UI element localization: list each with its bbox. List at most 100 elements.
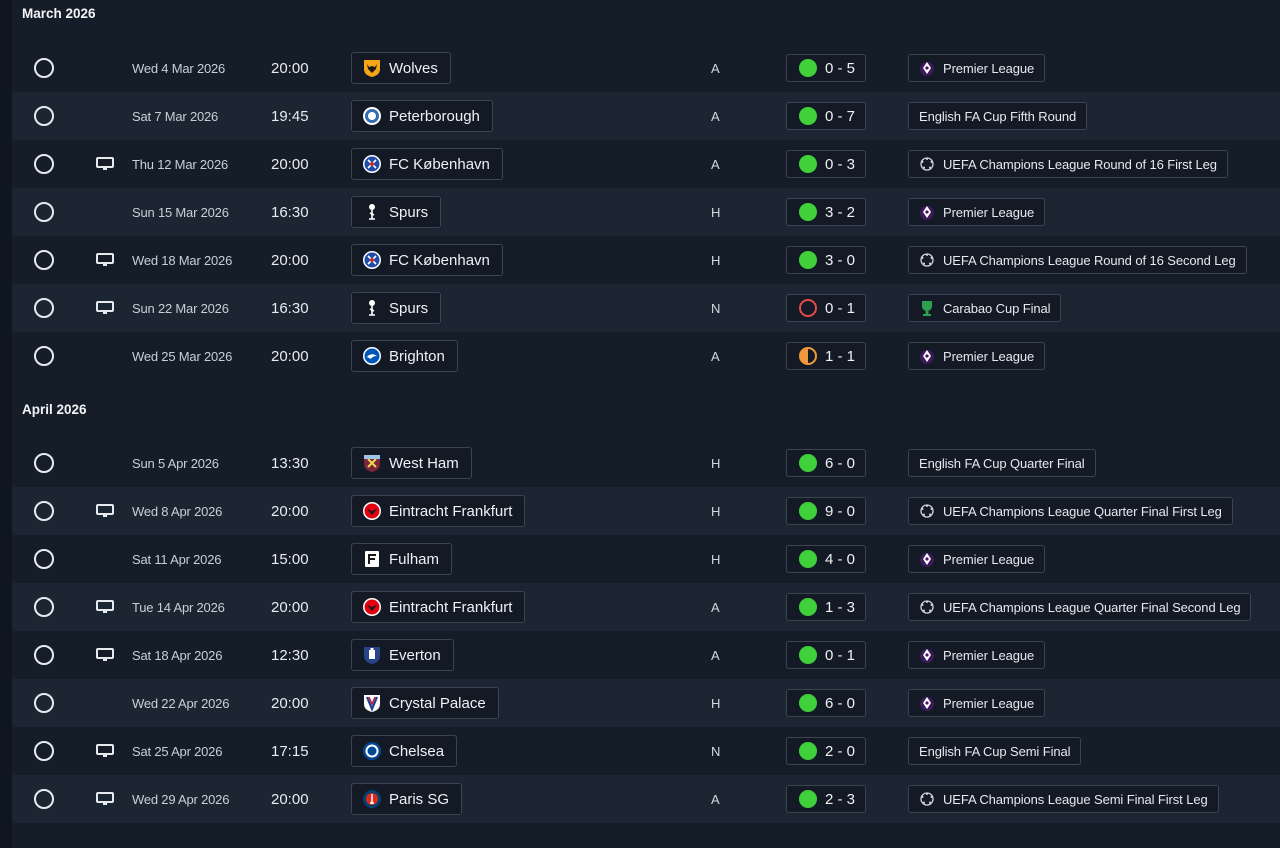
- fixture-row[interactable]: Thu 12 Mar 2026 20:00 FC København A 0 -…: [12, 140, 1280, 188]
- circle-icon: [34, 346, 54, 366]
- opponent-team-button[interactable]: Peterborough: [351, 100, 493, 132]
- result-button[interactable]: 0 - 5: [786, 54, 867, 82]
- opponent-team-button[interactable]: Chelsea: [351, 735, 458, 767]
- kickoff-time: 17:15: [271, 742, 309, 760]
- fixture-row[interactable]: Sun 22 Mar 2026 16:30 Spurs N 0 - 1 Cara…: [12, 284, 1280, 332]
- result-win-icon: [799, 502, 817, 520]
- competition-name: Premier League: [943, 348, 1035, 364]
- kickoff-time: 20:00: [271, 251, 309, 269]
- select-circle[interactable]: [32, 140, 56, 188]
- opponent-team-button[interactable]: Paris SG: [351, 783, 463, 815]
- opponent-team-button[interactable]: Wolves: [351, 52, 451, 84]
- competition-button[interactable]: Premier League: [908, 54, 1046, 82]
- circle-icon: [34, 58, 54, 78]
- select-circle[interactable]: [32, 535, 56, 583]
- score: 3 - 2: [825, 203, 856, 221]
- fixture-row[interactable]: Sat 7 Mar 2026 19:45 Peterborough A 0 - …: [12, 92, 1280, 140]
- opponent-team-button[interactable]: Everton: [351, 639, 454, 671]
- result-button[interactable]: 0 - 7: [786, 102, 867, 130]
- circle-icon: [34, 501, 54, 521]
- result-button[interactable]: 0 - 1: [786, 294, 867, 322]
- competition-button[interactable]: UEFA Champions League Round of 16 Second…: [908, 246, 1247, 274]
- select-circle[interactable]: [32, 332, 56, 380]
- opponent-team-button[interactable]: West Ham: [351, 447, 472, 479]
- tv-indicator: [96, 140, 114, 188]
- select-circle[interactable]: [32, 631, 56, 679]
- venue: A: [711, 60, 720, 76]
- tv-indicator: [96, 236, 114, 284]
- tv-indicator: [96, 284, 114, 332]
- competition-button[interactable]: Carabao Cup Final: [908, 294, 1062, 322]
- select-circle[interactable]: [32, 188, 56, 236]
- select-circle[interactable]: [32, 487, 56, 535]
- result-button[interactable]: 3 - 2: [786, 198, 867, 226]
- venue: H: [711, 455, 721, 471]
- select-circle[interactable]: [32, 236, 56, 284]
- select-circle[interactable]: [32, 583, 56, 631]
- competition-name: English FA Cup Fifth Round: [919, 108, 1077, 124]
- tv-indicator: [96, 92, 114, 140]
- opponent-team-button[interactable]: Eintracht Frankfurt: [351, 591, 526, 623]
- opponent-team-button[interactable]: Fulham: [351, 543, 453, 575]
- result-button[interactable]: 4 - 0: [786, 545, 867, 573]
- competition-name: Carabao Cup Final: [943, 300, 1051, 316]
- champions-league-logo-icon: [919, 598, 943, 616]
- match-date: Wed 29 Apr 2026: [132, 791, 230, 807]
- competition-button[interactable]: UEFA Champions League Quarter Final Seco…: [908, 593, 1252, 621]
- fixture-row[interactable]: Wed 25 Mar 2026 20:00 Brighton A 1 - 1 P…: [12, 332, 1280, 380]
- result-button[interactable]: 2 - 3: [786, 785, 867, 813]
- result-win-icon: [799, 59, 817, 77]
- select-circle[interactable]: [32, 439, 56, 487]
- fixture-row[interactable]: Sat 25 Apr 2026 17:15 Chelsea N 2 - 0 En…: [12, 727, 1280, 775]
- opponent-team-button[interactable]: Spurs: [351, 292, 442, 324]
- result-button[interactable]: 6 - 0: [786, 449, 867, 477]
- competition-button[interactable]: UEFA Champions League Round of 16 First …: [908, 150, 1228, 178]
- score: 6 - 0: [825, 694, 856, 712]
- result-button[interactable]: 1 - 1: [786, 342, 867, 370]
- fixture-row[interactable]: Tue 14 Apr 2026 20:00 Eintracht Frankfur…: [12, 583, 1280, 631]
- result-button[interactable]: 6 - 0: [786, 689, 867, 717]
- competition-button[interactable]: Premier League: [908, 545, 1046, 573]
- copenhagen-crest-icon: [362, 250, 382, 270]
- fixture-row[interactable]: Sun 15 Mar 2026 16:30 Spurs H 3 - 2 Prem…: [12, 188, 1280, 236]
- opponent-team-button[interactable]: FC København: [351, 244, 503, 276]
- fixture-row[interactable]: Sat 18 Apr 2026 12:30 Everton A 0 - 1 Pr…: [12, 631, 1280, 679]
- select-circle[interactable]: [32, 284, 56, 332]
- opponent-team-button[interactable]: Eintracht Frankfurt: [351, 495, 526, 527]
- select-circle[interactable]: [32, 727, 56, 775]
- opponent-team-button[interactable]: FC København: [351, 148, 503, 180]
- opponent-team-button[interactable]: Brighton: [351, 340, 458, 372]
- result-button[interactable]: 3 - 0: [786, 246, 867, 274]
- opponent-team-button[interactable]: Spurs: [351, 196, 442, 228]
- result-button[interactable]: 9 - 0: [786, 497, 867, 525]
- competition-button[interactable]: Premier League: [908, 689, 1046, 717]
- fixture-row[interactable]: Sun 5 Apr 2026 13:30 West Ham H 6 - 0 En…: [12, 439, 1280, 487]
- fixture-row[interactable]: Sat 11 Apr 2026 15:00 Fulham H 4 - 0 Pre…: [12, 535, 1280, 583]
- chelsea-crest-icon: [362, 741, 382, 761]
- result-button[interactable]: 0 - 1: [786, 641, 867, 669]
- select-circle[interactable]: [32, 92, 56, 140]
- competition-button[interactable]: UEFA Champions League Quarter Final Firs…: [908, 497, 1233, 525]
- opponent-team-button[interactable]: Crystal Palace: [351, 687, 499, 719]
- competition-button[interactable]: English FA Cup Fifth Round: [908, 102, 1088, 130]
- fixture-row[interactable]: Wed 8 Apr 2026 20:00 Eintracht Frankfurt…: [12, 487, 1280, 535]
- premier-league-logo-icon: [919, 203, 943, 221]
- fixture-row[interactable]: Wed 4 Mar 2026 20:00 Wolves A 0 - 5 Prem…: [12, 44, 1280, 92]
- fixture-row[interactable]: Wed 22 Apr 2026 20:00 Crystal Palace H 6…: [12, 679, 1280, 727]
- result-button[interactable]: 2 - 0: [786, 737, 867, 765]
- competition-button[interactable]: English FA Cup Quarter Final: [908, 449, 1096, 477]
- fixture-row[interactable]: Wed 18 Mar 2026 20:00 FC København H 3 -…: [12, 236, 1280, 284]
- spurs-crest-icon: [362, 202, 382, 222]
- competition-button[interactable]: Premier League: [908, 198, 1046, 226]
- competition-button[interactable]: Premier League: [908, 342, 1046, 370]
- result-button[interactable]: 0 - 3: [786, 150, 867, 178]
- competition-button[interactable]: UEFA Champions League Semi Final First L…: [908, 785, 1219, 813]
- result-button[interactable]: 1 - 3: [786, 593, 867, 621]
- spurs-crest-icon: [362, 298, 382, 318]
- select-circle[interactable]: [32, 679, 56, 727]
- competition-button[interactable]: Premier League: [908, 641, 1046, 669]
- select-circle[interactable]: [32, 44, 56, 92]
- select-circle[interactable]: [32, 775, 56, 823]
- competition-button[interactable]: English FA Cup Semi Final: [908, 737, 1082, 765]
- fixture-row[interactable]: Wed 29 Apr 2026 20:00 Paris SG A 2 - 3 U…: [12, 775, 1280, 823]
